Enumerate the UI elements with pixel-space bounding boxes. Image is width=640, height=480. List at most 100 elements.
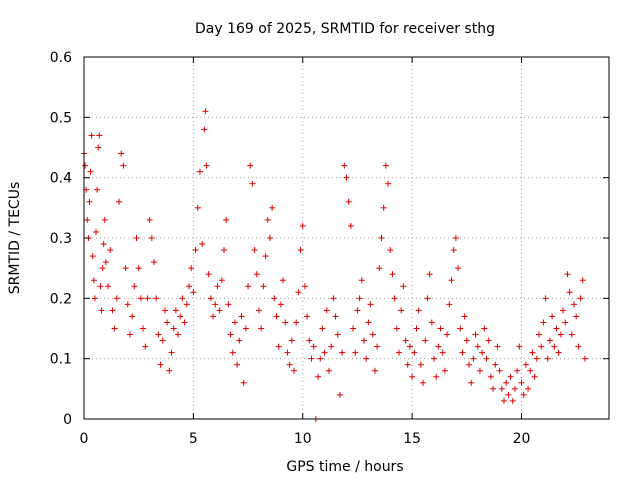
data-point: [387, 247, 394, 254]
data-point: [179, 295, 186, 302]
data-point: [404, 361, 411, 368]
data-point: [93, 228, 100, 235]
data-point: [466, 361, 472, 368]
data-point: [291, 367, 297, 374]
data-point: [214, 283, 221, 290]
data-point: [88, 132, 95, 139]
data-point: [577, 295, 584, 302]
data-point: [146, 216, 153, 223]
data-point: [203, 162, 210, 169]
data-point: [122, 265, 129, 272]
data-point: [330, 295, 337, 302]
data-point: [369, 331, 376, 338]
data-point: [120, 162, 127, 169]
data-point: [361, 337, 367, 344]
data-point: [107, 247, 114, 254]
data-point: [542, 295, 549, 302]
data-point: [293, 319, 300, 326]
data-point: [356, 295, 363, 302]
data-point: [382, 162, 389, 169]
data-point: [216, 307, 223, 314]
data-point: [118, 150, 125, 157]
tick-labels: 0 0.1 0.2 0.3 0.4 0.5 0.6 0 5 10 15 20: [50, 50, 531, 447]
data-point: [95, 144, 102, 151]
data-point: [159, 337, 166, 344]
data-point: [253, 271, 260, 278]
data-point: [553, 325, 560, 332]
data-point: [295, 289, 302, 296]
data-point: [452, 235, 459, 241]
data-point: [129, 313, 136, 320]
data-point: [557, 331, 564, 338]
data-point: [192, 247, 199, 254]
data-point: [210, 313, 217, 320]
data-point: [367, 301, 374, 308]
data-point: [168, 349, 175, 356]
data-point: [514, 367, 521, 374]
data-point: [183, 301, 190, 308]
data-point: [516, 343, 523, 350]
data-point: [223, 216, 230, 223]
data-point: [522, 361, 529, 368]
data-point: [476, 367, 483, 374]
data-point: [135, 265, 142, 272]
data-point: [96, 132, 103, 139]
data-point: [212, 301, 219, 308]
data-point: [317, 355, 324, 362]
data-point: [391, 295, 398, 302]
y-tick-label: 0.2: [50, 291, 72, 307]
data-point: [490, 385, 497, 392]
data-point: [363, 355, 370, 362]
data-point: [448, 277, 455, 284]
data-point: [90, 277, 97, 284]
data-point: [99, 265, 106, 272]
y-tick-label: 0.3: [50, 231, 72, 247]
data-point: [455, 265, 462, 272]
data-point: [509, 397, 516, 404]
data-point: [240, 379, 247, 386]
data-point: [533, 355, 540, 362]
data-point: [297, 247, 304, 254]
data-point: [194, 204, 201, 211]
data-point: [142, 343, 149, 350]
data-point: [507, 373, 514, 380]
data-point: [109, 307, 116, 314]
data-point: [161, 307, 168, 314]
data-point: [284, 349, 291, 356]
data-point: [413, 325, 420, 332]
data-point: [470, 355, 477, 362]
data-point: [249, 180, 256, 187]
data-point: [483, 355, 490, 362]
data-point: [520, 391, 527, 398]
data-point: [323, 307, 330, 314]
data-point: [426, 271, 433, 278]
data-point: [332, 313, 339, 320]
data-point: [247, 162, 254, 169]
data-point: [137, 295, 144, 302]
data-point: [546, 337, 553, 344]
data-point: [479, 349, 486, 356]
data-point: [131, 283, 138, 290]
data-point: [205, 271, 212, 278]
data-point: [82, 162, 89, 169]
data-point: [144, 295, 151, 302]
data-point: [461, 313, 468, 320]
data-point: [376, 265, 383, 272]
data-point: [531, 373, 538, 380]
data-point: [474, 343, 481, 350]
data-point: [431, 355, 437, 362]
data-point: [341, 162, 348, 169]
data-point: [282, 319, 289, 326]
data-point: [472, 331, 479, 338]
data-point: [544, 355, 551, 362]
data-point: [155, 331, 162, 338]
data-point: [319, 325, 326, 332]
data-point: [202, 108, 209, 115]
data-point: [549, 313, 556, 320]
data-point: [396, 349, 402, 356]
data-point: [101, 216, 108, 223]
data-point: [164, 319, 171, 326]
data-point: [100, 241, 107, 248]
x-axis-label: GPS time / hours: [286, 459, 403, 475]
